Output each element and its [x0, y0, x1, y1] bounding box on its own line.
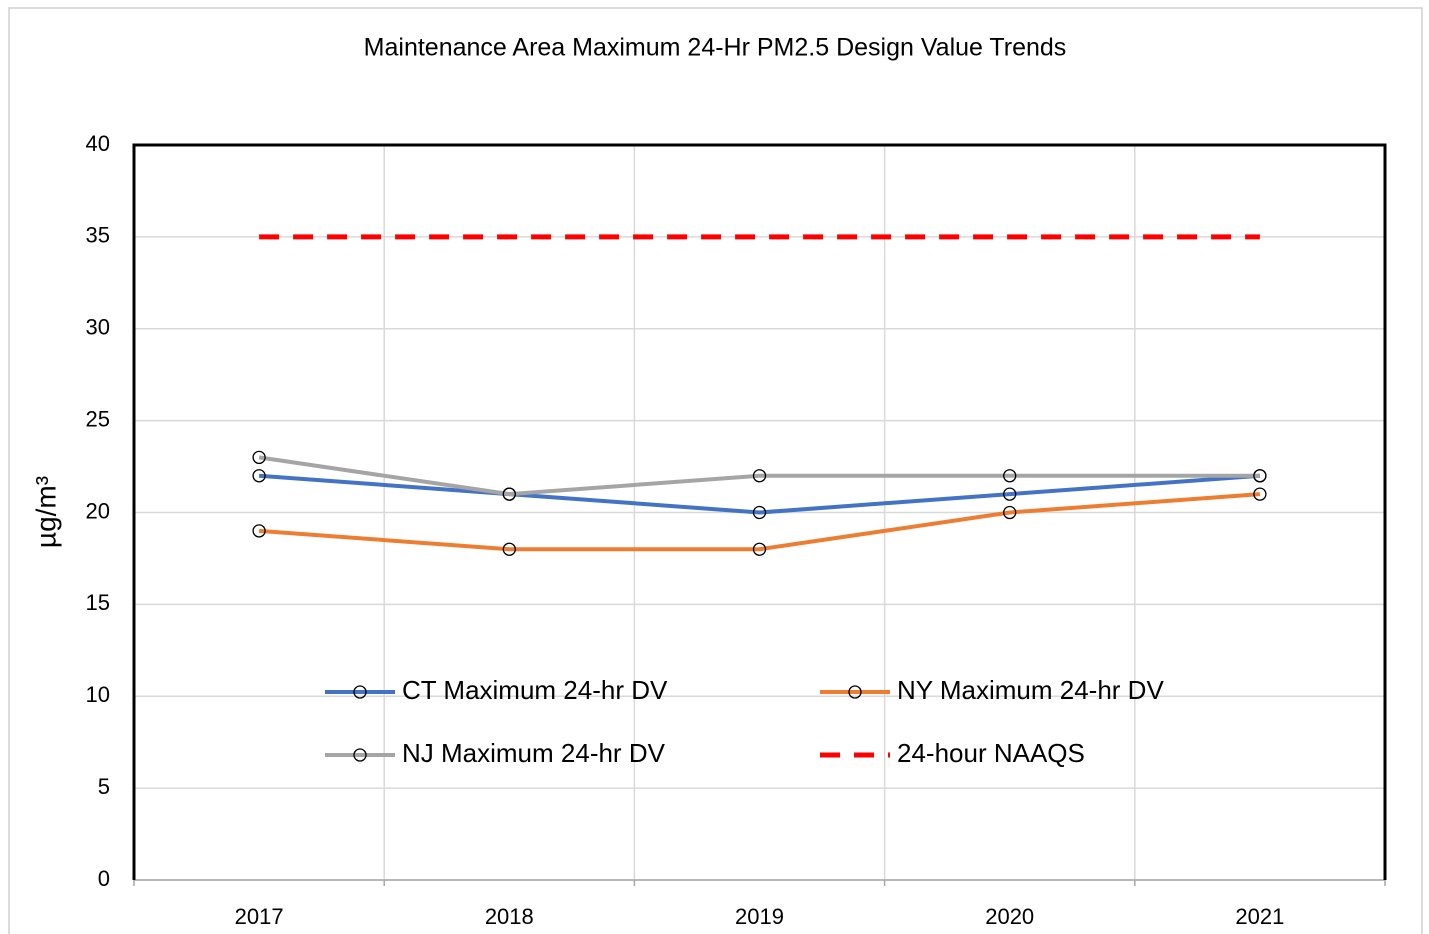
marker: [252, 469, 266, 483]
legend-label: NY Maximum 24-hr DV: [897, 675, 1164, 705]
marker: [1003, 505, 1017, 520]
marker: [1253, 469, 1267, 483]
y-tick-label: 10: [86, 682, 110, 707]
marker: [1003, 487, 1017, 501]
y-axis-label: µg/m³: [30, 476, 61, 548]
marker: [502, 542, 516, 556]
x-tick-label: 2017: [235, 904, 284, 929]
y-tick-label: 15: [86, 590, 110, 615]
marker: [252, 450, 266, 465]
marker: [252, 524, 266, 538]
x-tick-label: 2020: [985, 904, 1034, 929]
marker: [752, 469, 767, 483]
legend-marker: [353, 748, 367, 762]
plot-border: [132, 143, 1387, 880]
marker: [1253, 487, 1267, 501]
y-tick-label: 5: [98, 774, 110, 799]
chart-frame: [8, 7, 1423, 934]
x-tick-label: 2019: [735, 904, 784, 929]
marker: [752, 542, 767, 556]
y-tick-label: 20: [86, 498, 110, 523]
series-line: [258, 455, 1260, 497]
legend-marker: [353, 685, 367, 699]
x-tick-label: 2021: [1235, 904, 1284, 929]
marker: [752, 505, 767, 520]
y-tick-label: 40: [86, 131, 110, 156]
y-tick-label: 0: [98, 866, 110, 891]
legend-label: 24-hour NAAQS: [897, 738, 1085, 768]
marker: [502, 487, 516, 501]
legend-label: NJ Maximum 24-hr DV: [402, 738, 666, 768]
legend-label: CT Maximum 24-hr DV: [402, 675, 668, 705]
y-tick-label: 35: [86, 223, 110, 248]
series-line: [258, 473, 1261, 515]
series-line: [258, 492, 1261, 552]
y-tick-label: 30: [86, 315, 110, 340]
y-tick-label: 25: [86, 406, 110, 431]
legend-marker: [848, 685, 862, 699]
chart-title: Maintenance Area Maximum 24-Hr PM2.5 Des…: [364, 34, 1067, 62]
marker: [1003, 469, 1017, 483]
x-tick-label: 2018: [485, 904, 534, 929]
